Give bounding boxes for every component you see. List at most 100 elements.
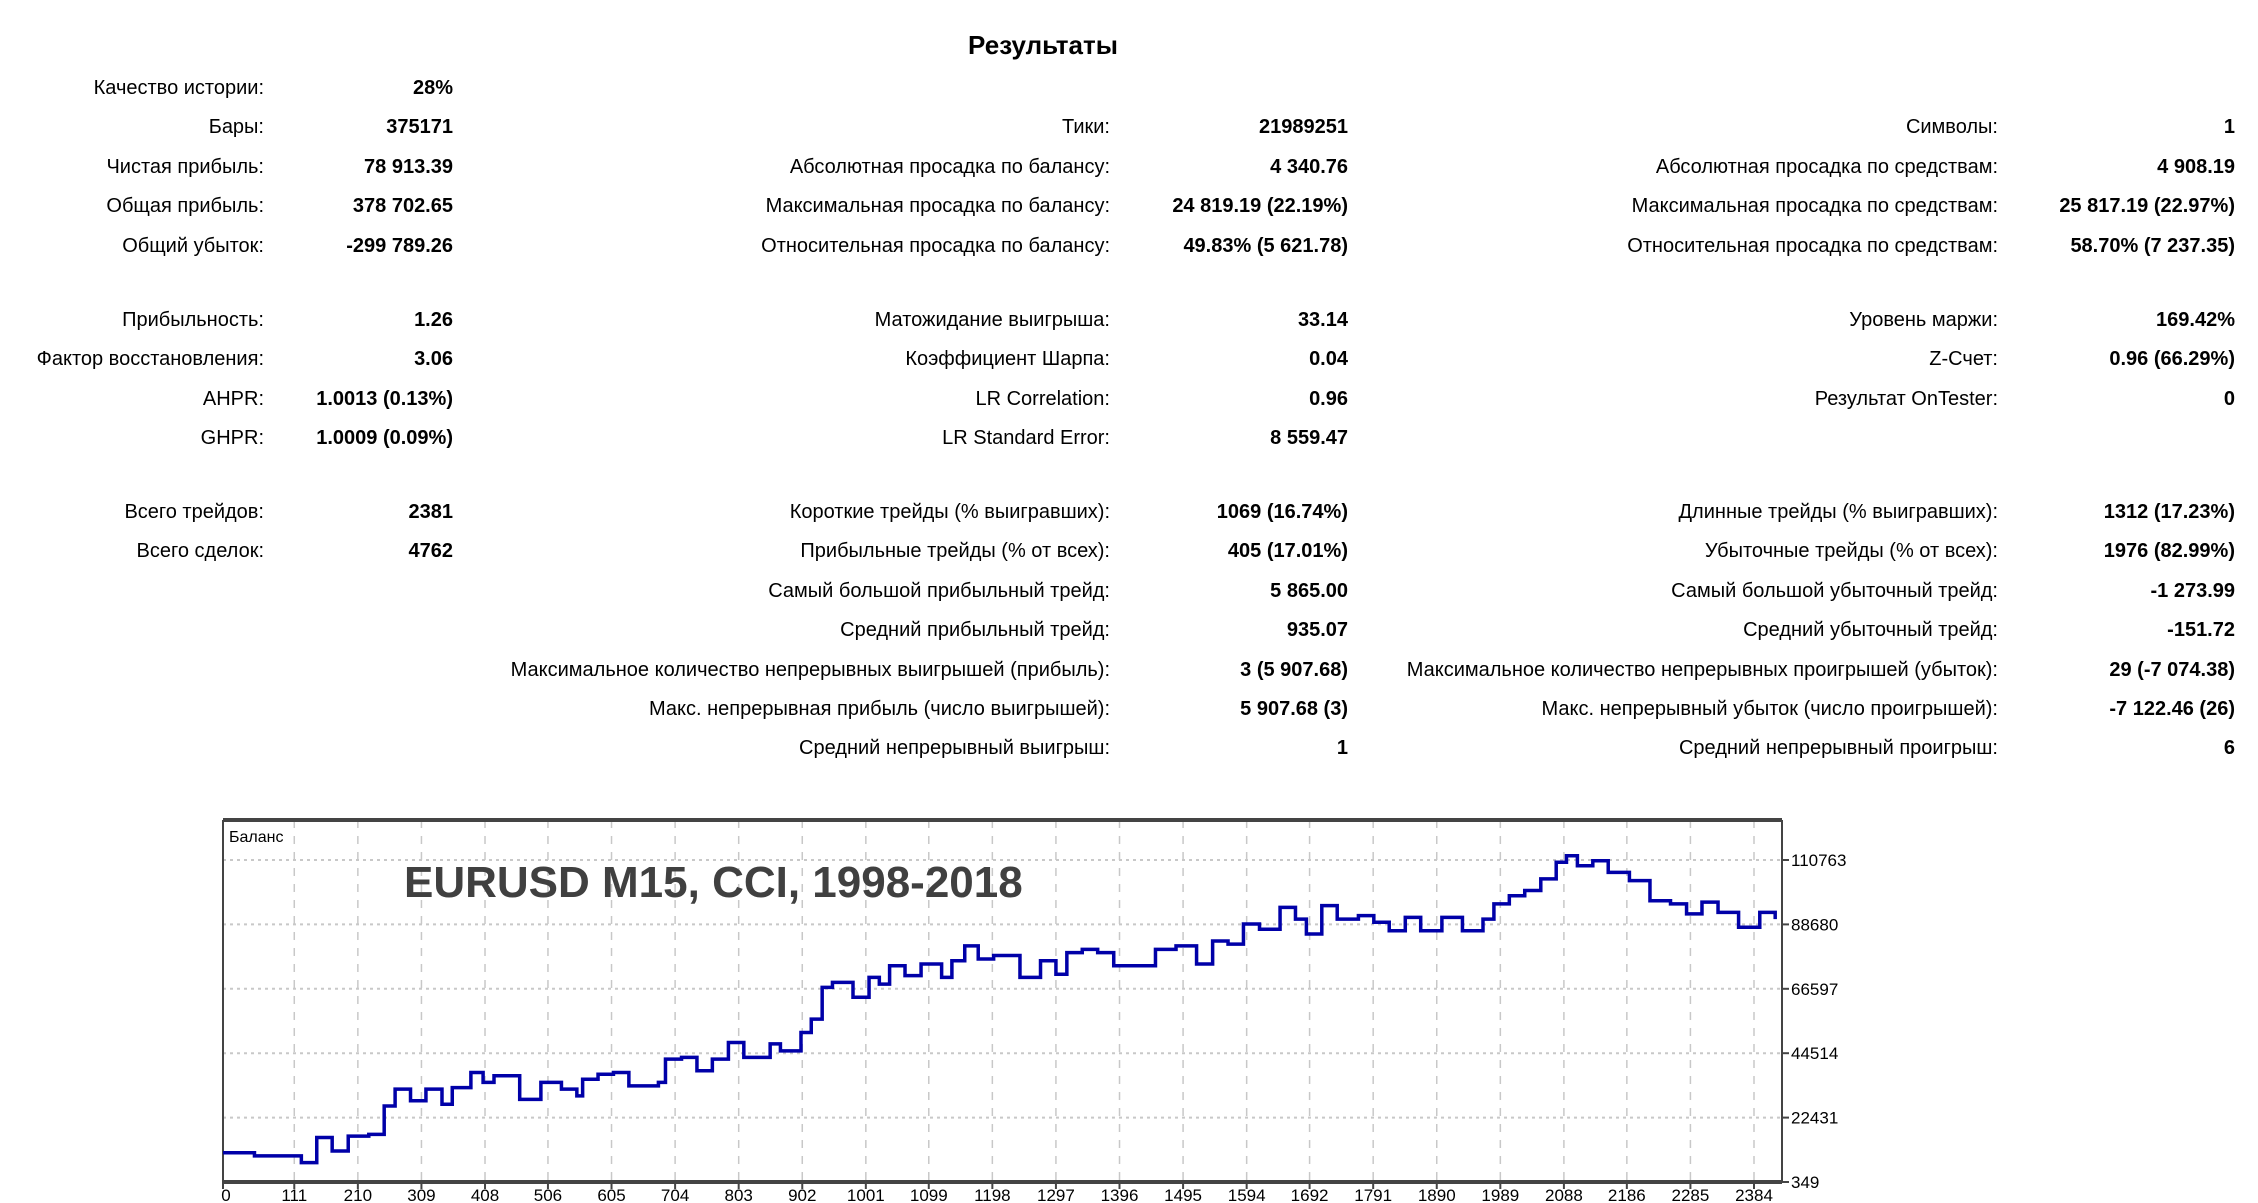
x-tick-label: 1890 [1418, 1186, 1456, 1203]
x-tick-label: 1001 [847, 1186, 885, 1203]
x-tick-label: 605 [597, 1186, 625, 1203]
stat-label: Абсолютная просадка по балансу: [789, 155, 1110, 178]
stat-value: -151.72 [2167, 619, 2235, 642]
stat-label: Убыточные трейды (% от всех): [1704, 540, 1998, 563]
stat-value: 5 865.00 [1270, 579, 1348, 602]
stat-label: Абсолютная просадка по средствам: [1655, 155, 1998, 178]
x-tick-label: 1297 [1037, 1186, 1075, 1203]
chart-title: EURUSD M15, CCI, 1998-2018 [404, 858, 1023, 907]
series-label: Баланс [229, 829, 283, 846]
stat-value: -299 789.26 [346, 234, 453, 257]
x-tick-label: 803 [724, 1186, 752, 1203]
stat-value: 58.70% (7 237.35) [2070, 234, 2235, 257]
stat-value: 935.07 [1286, 619, 1348, 642]
stat-label: Прибыльность: [122, 309, 264, 331]
stat-label: Макс. непрерывная прибыль (число выигрыш… [649, 698, 1110, 720]
stat-value: 1.0013 (0.13%) [316, 387, 453, 410]
stat-value: 0.96 [1309, 387, 1348, 410]
stat-label: LR Standard Error: [942, 427, 1110, 450]
stat-value: 405 (17.01%) [1227, 540, 1348, 563]
stat-label: Средний непрерывный выигрыш: [799, 737, 1110, 760]
x-tick-label: 1594 [1228, 1186, 1266, 1203]
stat-value: -7 122.46 (26) [2109, 698, 2235, 720]
stat-label: Средний убыточный трейд: [1743, 619, 1998, 642]
stat-value: 49.83% (5 621.78) [1183, 234, 1348, 257]
stat-label: Относительная просадка по средствам: [1627, 234, 1998, 257]
stat-label: Максимальная просадка по средствам: [1631, 195, 1998, 218]
stat-label: Короткие трейды (% выигравших): [789, 501, 1110, 523]
stat-label: Фактор восстановления: [36, 348, 264, 371]
stat-label: Общий убыток: [122, 234, 264, 257]
stat-value: 169.42% [2156, 309, 2235, 331]
x-tick-label: 1198 [974, 1186, 1011, 1203]
stat-label: Всего трейдов: [124, 501, 264, 523]
stat-value: 4762 [408, 540, 454, 563]
x-tick-label: 2285 [1672, 1186, 1710, 1203]
stat-value: 24 819.19 (22.19%) [1172, 195, 1348, 218]
stat-label: GHPR: [200, 427, 264, 450]
stat-value: 6 [2223, 737, 2235, 760]
stat-value: 1 [1336, 737, 1348, 760]
balance-line [223, 854, 1777, 1165]
y-tick-label: 22431 [1791, 1109, 1838, 1128]
stat-value: 8 559.47 [1270, 427, 1348, 450]
stat-label: Уровень маржи: [1849, 309, 1998, 331]
x-tick-label: 111 [281, 1186, 307, 1203]
stat-value: 4 908.19 [2157, 155, 2235, 178]
x-tick-label: 506 [534, 1186, 562, 1203]
stat-label: Длинные трейды (% выигравших): [1678, 501, 1998, 523]
x-tick-label: 0 [221, 1186, 230, 1203]
stat-value: 0.04 [1309, 348, 1348, 371]
stat-label: Средний непрерывный проигрыш: [1678, 737, 1998, 760]
stat-value: 5 907.68 (3) [1240, 698, 1348, 720]
stat-label: AHPR: [202, 387, 264, 410]
stat-label: Качество истории: [93, 77, 264, 99]
y-tick-label: 88680 [1791, 915, 1838, 934]
y-tick-label: 44514 [1791, 1044, 1838, 1063]
stat-value: 21989251 [1259, 116, 1348, 139]
stat-value: 1.26 [414, 309, 453, 331]
x-tick-label: 408 [471, 1186, 499, 1203]
stat-value: 3 (5 907.68) [1240, 658, 1348, 681]
stat-label: Z-Счет: [1929, 348, 1998, 371]
x-tick-label: 1099 [910, 1186, 948, 1203]
stat-value: 375171 [386, 116, 453, 139]
y-tick-label: 349 [1791, 1173, 1819, 1192]
stat-value: 1069 (16.74%) [1216, 501, 1348, 523]
stat-label: Прибыльные трейды (% от всех): [800, 540, 1110, 563]
stat-label: Самый большой убыточный трейд: [1671, 579, 1998, 602]
stat-label: LR Correlation: [975, 387, 1110, 410]
x-tick-label: 309 [407, 1186, 435, 1203]
x-tick-label: 1989 [1481, 1186, 1519, 1203]
stat-label: Матожидание выигрыша: [874, 309, 1110, 331]
stat-value: 0 [2223, 387, 2235, 410]
stat-label: Тики: [1062, 116, 1110, 139]
stat-value: 1976 (82.99%) [2103, 540, 2235, 563]
stat-value: 1312 (17.23%) [2103, 501, 2235, 523]
stat-value: 4 340.76 [1270, 155, 1348, 178]
stat-label: Чистая прибыль: [106, 155, 264, 178]
x-tick-label: 2384 [1735, 1186, 1773, 1203]
stat-label: Бары: [208, 116, 264, 139]
y-tick-label: 110763 [1791, 851, 1846, 870]
stat-value: 28% [412, 77, 453, 99]
stat-value: 0.96 (66.29%) [2109, 348, 2235, 371]
x-tick-label: 704 [661, 1186, 689, 1203]
stat-label: Средний прибыльный трейд: [840, 619, 1110, 642]
stat-value: 1 [2223, 116, 2235, 139]
stat-value: 3.06 [414, 348, 453, 371]
x-tick-label: 902 [788, 1186, 816, 1203]
stat-label: Максимальная просадка по балансу: [765, 195, 1110, 218]
stat-value: 25 817.19 (22.97%) [2059, 195, 2235, 218]
stat-value: 33.14 [1297, 309, 1348, 331]
stat-value: 29 (-7 074.38) [2109, 658, 2235, 681]
stat-label: Максимальное количество непрерывных выиг… [510, 658, 1110, 681]
stat-label: Коэффициент Шарпа: [905, 348, 1110, 371]
stat-label: Максимальное количество непрерывных прои… [1406, 658, 1998, 681]
stat-label: Всего сделок: [136, 540, 264, 563]
results-title: Результаты [968, 30, 1118, 60]
stat-label: Самый большой прибыльный трейд: [768, 579, 1110, 602]
stat-label: Макс. непрерывный убыток (число проигрыш… [1541, 698, 1998, 720]
x-tick-label: 2088 [1545, 1186, 1583, 1203]
